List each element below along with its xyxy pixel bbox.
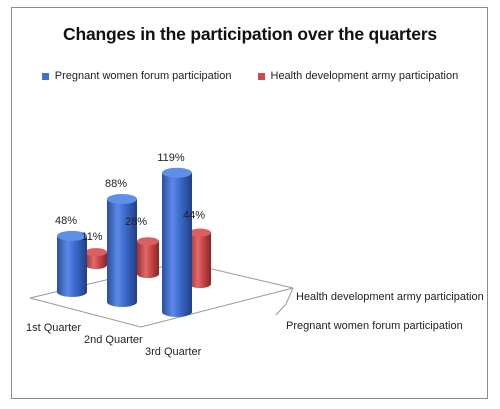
data-label-health-q2: 28%	[125, 216, 147, 228]
bar-pregnant-women-q1-top	[57, 230, 87, 241]
data-label-health-q3: 44%	[183, 210, 205, 222]
legend-swatch-red	[257, 72, 265, 80]
bar-pregnant-women-q1-body	[57, 235, 87, 297]
depth-tick-1	[275, 303, 287, 316]
bar-health-army-q2	[137, 237, 159, 278]
bar-pregnant-women-q1	[57, 230, 87, 297]
data-label-pregnant-q2: 88%	[105, 178, 127, 190]
legend-item-pregnant-women: Pregnant women forum participation	[41, 70, 232, 82]
depth-axis-line	[285, 287, 294, 305]
bar-health-army-q1	[85, 248, 107, 269]
category-label-q2: 2nd Quarter	[84, 334, 143, 346]
depth-label-pregnant-women: Pregnant women forum participation	[286, 320, 463, 332]
bar-pregnant-women-q3-top	[162, 167, 192, 178]
bar-health-army-q3-body	[189, 232, 211, 288]
legend-item-health-army: Health development army participation	[257, 70, 459, 82]
bar-pregnant-women-q2-top	[107, 194, 137, 205]
category-label-q3: 3rd Quarter	[145, 346, 202, 358]
bar-health-army-q1-body	[85, 252, 107, 269]
legend-swatch-blue	[41, 72, 49, 80]
data-label-health-q1: 11%	[81, 231, 102, 243]
chart-title: Changes in the participation over the qu…	[63, 24, 437, 44]
chart-frame	[11, 7, 488, 399]
bar-pregnant-women-q2-body	[107, 199, 137, 307]
category-label-q1: 1st Quarter	[26, 322, 81, 334]
bar-health-army-q2-top	[137, 237, 159, 246]
data-label-pregnant-q1: 48%	[55, 215, 77, 227]
bar-pregnant-women-q3	[162, 167, 192, 317]
legend-label: Health development army participation	[270, 70, 459, 82]
chart-legend: Pregnant women forum participation Healt…	[0, 70, 500, 82]
bar-pregnant-women-q3-body	[162, 172, 192, 317]
data-label-pregnant-q3: 119%	[157, 152, 185, 164]
legend-label: Pregnant women forum participation	[54, 70, 232, 82]
bar-health-army-q2-body	[137, 241, 159, 278]
depth-label-health-army: Health development army participation	[296, 291, 484, 303]
bar-health-army-q3	[189, 228, 211, 288]
bar-health-army-q3-top	[189, 228, 211, 237]
bar-pregnant-women-q2	[107, 194, 137, 307]
bar-health-army-q1-top	[85, 248, 107, 257]
